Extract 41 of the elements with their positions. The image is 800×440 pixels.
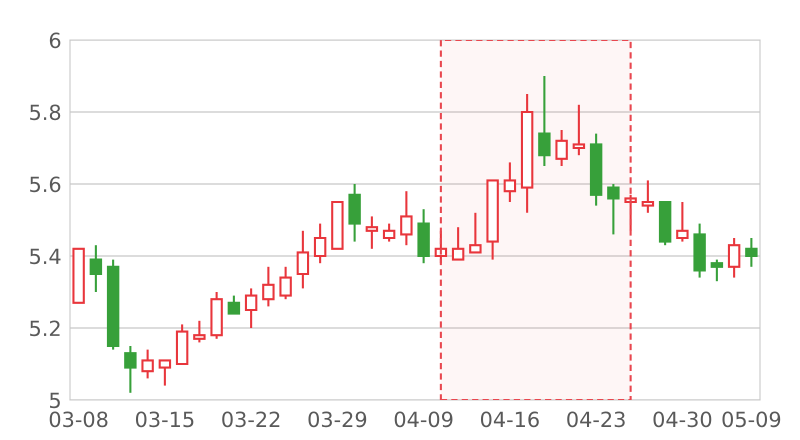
- x-tick-label: 04-30: [653, 411, 712, 428]
- candlestick: [262, 266, 275, 308]
- candlestick: [538, 74, 551, 168]
- y-tick-label: 5.2: [30, 320, 60, 336]
- candlestick: [452, 226, 464, 261]
- x-tick-label: 04-16: [480, 411, 539, 428]
- candlestick: [279, 266, 292, 300]
- candlestick: [228, 294, 240, 315]
- candlestick: [572, 104, 586, 156]
- y-tick-label: 5.4: [30, 248, 60, 264]
- y-tick-label: 5.8: [30, 104, 60, 120]
- candlestick: [555, 128, 568, 168]
- candlestick: [90, 244, 102, 294]
- y-tick-label: 6: [50, 32, 60, 48]
- candlestick: [710, 258, 724, 282]
- candlestick: [607, 182, 620, 236]
- x-tick-label: 03-29: [308, 411, 366, 428]
- candlestick: [158, 359, 172, 387]
- x-tick-label: 03-15: [136, 411, 194, 428]
- x-tick-label: 03-22: [222, 411, 280, 428]
- candlestick: [366, 215, 378, 250]
- candlestick: [314, 222, 326, 264]
- candlestick: [400, 190, 413, 246]
- candlestick: [728, 236, 740, 279]
- candlestick: [382, 222, 396, 243]
- y-tick-label: 5.6: [30, 176, 60, 192]
- candlestick: [124, 344, 137, 394]
- candlestick: [296, 230, 310, 290]
- y-tick-label: 5: [50, 392, 60, 408]
- candlestick: [745, 236, 758, 268]
- candlestick: [244, 287, 258, 330]
- x-tick-label: 04-23: [567, 411, 625, 428]
- x-tick-label: 05-09: [722, 411, 780, 428]
- x-tick-label: 03-08: [50, 411, 108, 428]
- candlestick: [141, 348, 154, 380]
- candlestick: [642, 179, 654, 214]
- candlestick: [504, 161, 516, 204]
- candlestick: [469, 212, 482, 254]
- x-tick-label: 04-09: [394, 411, 452, 428]
- candlestick: [193, 320, 206, 344]
- candlestick: [676, 200, 689, 243]
